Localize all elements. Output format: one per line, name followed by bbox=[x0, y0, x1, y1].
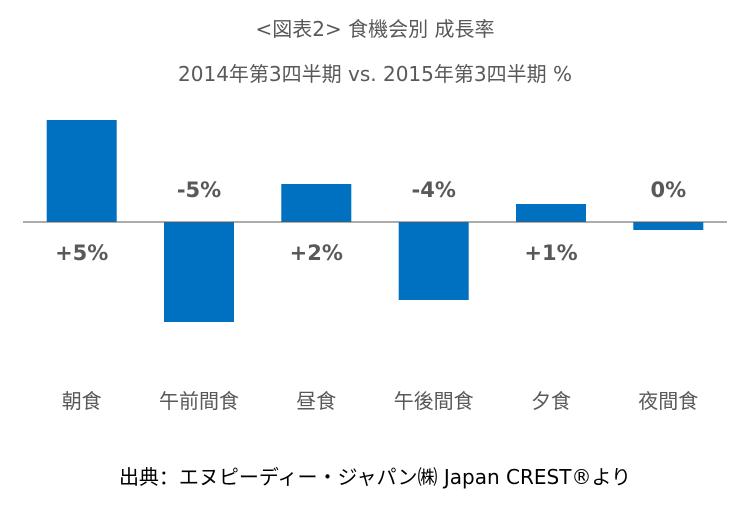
bar-4 bbox=[398, 222, 469, 300]
bar-1 bbox=[46, 120, 117, 222]
data-label-6: 0% bbox=[650, 178, 686, 202]
bar-6 bbox=[633, 222, 704, 230]
data-labels-group: +5% -5% +2% -4% +1% 0% bbox=[55, 178, 686, 265]
bar-2 bbox=[164, 222, 234, 322]
data-label-2: -5% bbox=[177, 178, 221, 202]
data-label-5: +1% bbox=[524, 241, 577, 265]
category-labels-group: 朝食 午前間食 昼食 午後間食 夕食 夜間食 bbox=[62, 389, 699, 413]
bar-3 bbox=[281, 184, 352, 222]
source-note: 出典：エヌピーディー・ジャパン㈱ Japan CREST®より bbox=[118, 465, 632, 489]
data-label-4: -4% bbox=[412, 178, 456, 202]
chart-subtitle: 2014年第3四半期 vs. 2015年第3四半期 % bbox=[178, 62, 572, 86]
category-label-6: 夜間食 bbox=[638, 389, 698, 413]
category-label-4: 午後間食 bbox=[394, 389, 474, 413]
category-label-5: 夕食 bbox=[531, 389, 571, 413]
bar-5 bbox=[516, 204, 586, 222]
data-label-1: +5% bbox=[55, 241, 108, 265]
data-label-3: +2% bbox=[290, 241, 343, 265]
chart-title: <図表2> 食機会別 成長率 bbox=[255, 17, 495, 41]
category-label-2: 午前間食 bbox=[159, 389, 239, 413]
bars-group bbox=[46, 120, 704, 322]
category-label-1: 朝食 bbox=[62, 389, 102, 413]
category-label-3: 昼食 bbox=[296, 389, 336, 413]
